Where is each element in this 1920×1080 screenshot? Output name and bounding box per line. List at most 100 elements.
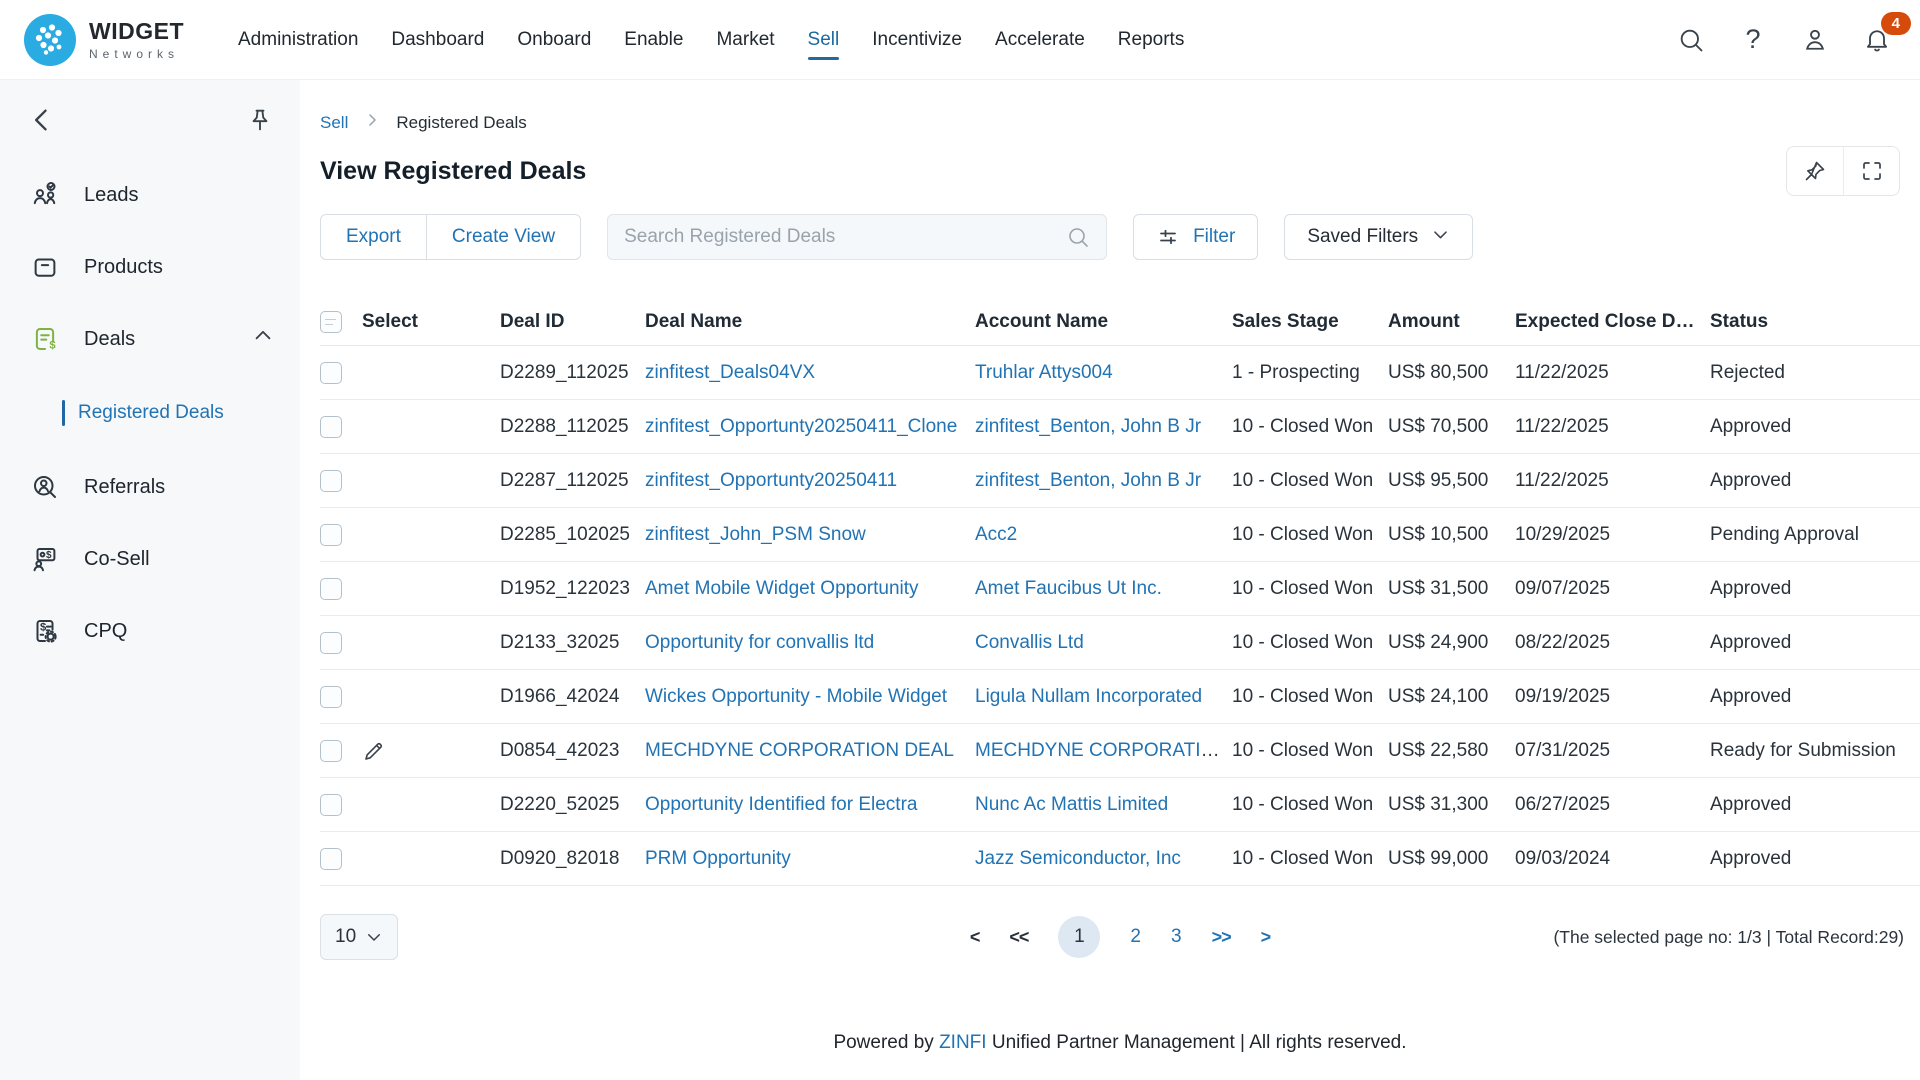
row-checkbox[interactable] <box>320 416 342 438</box>
deal-id-cell: D0920_82018 <box>500 848 645 870</box>
sidebar-item-registered-deals[interactable]: Registered Deals <box>0 375 300 451</box>
row-checkbox[interactable] <box>320 632 342 654</box>
account-name-link[interactable]: Jazz Semiconductor, Inc <box>975 848 1181 869</box>
breadcrumb-sell-link[interactable]: Sell <box>320 113 348 133</box>
export-button[interactable]: Export <box>321 215 426 259</box>
svg-text:$: $ <box>49 339 56 351</box>
nav-enable[interactable]: Enable <box>624 20 683 60</box>
footer-brand-link[interactable]: ZINFI <box>939 1032 987 1053</box>
top-bar: WIDGET Networks Administration Dashboard… <box>0 0 1920 80</box>
row-checkbox[interactable] <box>320 524 342 546</box>
deal-name-link[interactable]: Opportunity Identified for Electra <box>645 794 917 815</box>
close-date-cell: 07/31/2025 <box>1515 740 1710 762</box>
page-3-button[interactable]: 3 <box>1171 926 1182 948</box>
nav-administration[interactable]: Administration <box>238 20 358 60</box>
close-date-cell: 08/22/2025 <box>1515 632 1710 654</box>
sidebar-item-leads[interactable]: Leads <box>0 159 300 231</box>
deal-name-link[interactable]: Amet Mobile Widget Opportunity <box>645 578 919 599</box>
status-cell: Approved <box>1710 632 1920 654</box>
cpq-icon: $ <box>30 616 60 646</box>
deals-icon: $ <box>30 324 60 354</box>
deal-name-link[interactable]: Wickes Opportunity - Mobile Widget <box>645 686 947 707</box>
page-2-button[interactable]: 2 <box>1130 926 1141 948</box>
row-checkbox[interactable] <box>320 848 342 870</box>
row-checkbox[interactable] <box>320 470 342 492</box>
account-name-link[interactable]: zinfitest_Benton, John B Jr <box>975 470 1201 491</box>
account-name-link[interactable]: Ligula Nullam Incorporated <box>975 686 1202 707</box>
table-row: D2288_112025 zinfitest_Opportunty2025041… <box>320 400 1920 454</box>
account-name-link[interactable]: Acc2 <box>975 524 1017 545</box>
edit-pencil-icon[interactable] <box>362 739 386 763</box>
filter-icon <box>1156 225 1180 249</box>
next-page-button[interactable]: > <box>1261 927 1271 948</box>
close-date-cell: 09/07/2025 <box>1515 578 1710 600</box>
deal-name-link[interactable]: Opportunity for convallis ltd <box>645 632 874 653</box>
page-size-select[interactable]: 10 <box>320 914 398 960</box>
deal-name-link[interactable]: PRM Opportunity <box>645 848 791 869</box>
account-name-link[interactable]: Amet Faucibus Ut Inc. <box>975 578 1162 599</box>
select-all-checkbox[interactable] <box>320 311 342 333</box>
status-cell: Approved <box>1710 686 1920 708</box>
table-row: D0854_42023 MECHDYNE CORPORATION DEAL ME… <box>320 724 1920 778</box>
amount-cell: US$ 22,580 <box>1388 740 1515 762</box>
deal-name-link[interactable]: zinfitest_John_PSM Snow <box>645 524 866 545</box>
deal-id-cell: D2133_32025 <box>500 632 645 654</box>
saved-filters-button[interactable]: Saved Filters <box>1284 214 1473 260</box>
sidebar-item-deals[interactable]: $ Deals <box>0 303 300 375</box>
notifications-bell-icon[interactable]: 4 <box>1862 25 1892 55</box>
collapse-sidebar-icon[interactable] <box>28 106 56 139</box>
sidebar-item-cpq[interactable]: $ CPQ <box>0 595 300 667</box>
amount-cell: US$ 95,500 <box>1388 470 1515 492</box>
first-page-button[interactable]: << <box>1009 927 1028 948</box>
row-checkbox[interactable] <box>320 686 342 708</box>
saved-filters-label: Saved Filters <box>1307 226 1418 248</box>
help-icon[interactable]: ? <box>1738 25 1768 55</box>
account-name-link[interactable]: MECHDYNE CORPORATION <box>975 740 1229 761</box>
account-name-link[interactable]: Truhlar Attys004 <box>975 362 1113 383</box>
row-checkbox[interactable] <box>320 578 342 600</box>
search-icon[interactable] <box>1066 225 1090 249</box>
nav-onboard[interactable]: Onboard <box>517 20 591 60</box>
nav-sell[interactable]: Sell <box>808 20 840 60</box>
status-cell: Ready for Submission <box>1710 740 1920 762</box>
nav-reports[interactable]: Reports <box>1118 20 1185 60</box>
fullscreen-button[interactable] <box>1843 147 1899 195</box>
row-checkbox[interactable] <box>320 362 342 384</box>
sales-stage-cell: 10 - Closed Won <box>1232 416 1388 438</box>
nav-accelerate[interactable]: Accelerate <box>995 20 1085 60</box>
nav-market[interactable]: Market <box>716 20 774 60</box>
pin-view-button[interactable] <box>1787 147 1843 195</box>
nav-dashboard[interactable]: Dashboard <box>391 20 484 60</box>
pin-sidebar-icon[interactable] <box>246 106 274 139</box>
chevron-up-icon[interactable] <box>252 325 274 353</box>
close-date-cell: 09/19/2025 <box>1515 686 1710 708</box>
account-name-link[interactable]: Convallis Ltd <box>975 632 1084 653</box>
row-checkbox[interactable] <box>320 740 342 762</box>
user-icon[interactable] <box>1800 25 1830 55</box>
page-1-button[interactable]: 1 <box>1058 916 1100 958</box>
pagination-info: (The selected page no: 1/3 | Total Recor… <box>1553 927 1920 948</box>
app-logo[interactable]: WIDGET Networks <box>24 14 238 66</box>
deal-name-link[interactable]: zinfitest_Deals04VX <box>645 362 815 383</box>
deal-id-cell: D1952_122023 <box>500 578 645 600</box>
account-name-link[interactable]: Nunc Ac Mattis Limited <box>975 794 1168 815</box>
prev-page-button[interactable]: < <box>970 927 980 948</box>
deal-id-cell: D2220_52025 <box>500 794 645 816</box>
sidebar-item-referrals[interactable]: Referrals <box>0 451 300 523</box>
deal-name-link[interactable]: zinfitest_Opportunty20250411 <box>645 470 897 491</box>
last-page-button[interactable]: >> <box>1212 927 1231 948</box>
create-view-button[interactable]: Create View <box>426 215 580 259</box>
amount-cell: US$ 24,100 <box>1388 686 1515 708</box>
deal-id-cell: D2287_112025 <box>500 470 645 492</box>
search-icon[interactable] <box>1676 25 1706 55</box>
account-name-link[interactable]: zinfitest_Benton, John B Jr <box>975 416 1201 437</box>
row-checkbox[interactable] <box>320 794 342 816</box>
sidebar-item-co-sell[interactable]: $ Co-Sell <box>0 523 300 595</box>
nav-incentivize[interactable]: Incentivize <box>872 20 962 60</box>
search-input[interactable] <box>624 226 1054 248</box>
filter-button[interactable]: Filter <box>1133 214 1258 260</box>
sidebar-item-products[interactable]: Products <box>0 231 300 303</box>
deal-name-link[interactable]: zinfitest_Opportunty20250411_Clone <box>645 416 957 437</box>
deal-name-link[interactable]: MECHDYNE CORPORATION DEAL <box>645 740 954 761</box>
sales-stage-cell: 1 - Prospecting <box>1232 362 1388 384</box>
